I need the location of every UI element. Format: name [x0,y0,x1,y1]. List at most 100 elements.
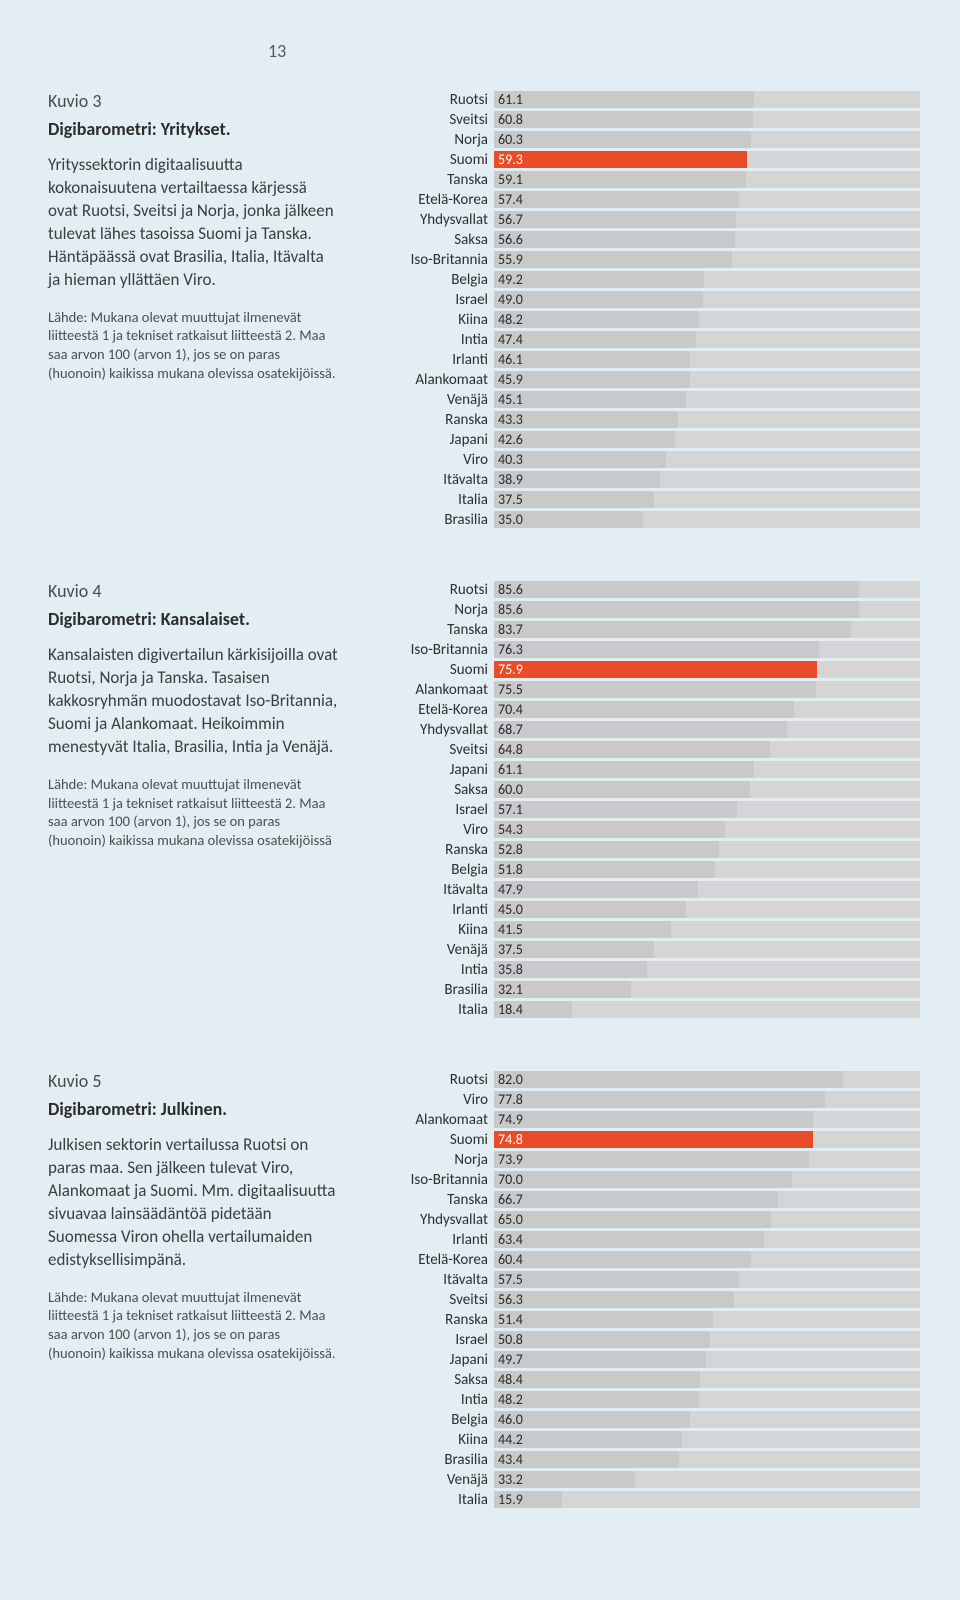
bar-value: 60.3 [498,131,523,148]
chart-row: Ruotsi82.0 [368,1070,920,1089]
row-label: Etelä-Korea [368,701,494,719]
figure-description: Kansalaisten digivertailun kärkisijoilla… [48,644,338,759]
bar-value: 61.1 [498,761,523,778]
chart-row: Kiina41.5 [368,920,920,939]
bar-value: 41.5 [498,921,523,938]
row-label: Belgia [368,861,494,879]
bar-value: 33.2 [498,1471,523,1488]
chart-row: Irlanti46.1 [368,350,920,369]
chart-row: Belgia46.0 [368,1410,920,1429]
bar-value: 49.0 [498,291,523,308]
row-label: Yhdysvallat [368,1211,494,1229]
bar [494,1191,778,1208]
row-label: Ranska [368,1311,494,1329]
bar [494,721,787,738]
row-label: Ranska [368,411,494,429]
bar-value: 56.6 [498,231,523,248]
bar-wrap: 56.6 [494,231,920,248]
bar-wrap: 82.0 [494,1071,920,1088]
chart-row: Etelä-Korea60.4 [368,1250,920,1269]
chart-row: Alankomaat74.9 [368,1110,920,1129]
bar-wrap: 60.4 [494,1251,920,1268]
bar-value: 43.3 [498,411,523,428]
bar-highlight [494,661,817,678]
row-label: Viro [368,451,494,469]
bar-value: 56.7 [498,211,523,228]
bar-value: 57.5 [498,1271,523,1288]
bar [494,1291,734,1308]
bar [494,1331,710,1348]
bar [494,881,698,898]
bar-wrap: 61.1 [494,761,920,778]
bar-wrap: 70.0 [494,1171,920,1188]
bar-value: 44.2 [498,1431,523,1448]
chart-row: Ranska51.4 [368,1310,920,1329]
row-label: Suomi [368,661,494,679]
row-label: Alankomaat [368,1111,494,1129]
row-label: Etelä-Korea [368,1251,494,1269]
bar-wrap: 57.1 [494,801,920,818]
bar-wrap: 43.3 [494,411,920,428]
bar-value: 52.8 [498,841,523,858]
chart-row: Itävalta47.9 [368,880,920,899]
bar-value: 48.2 [498,311,523,328]
chart-row: Brasilia35.0 [368,510,920,529]
row-label: Belgia [368,271,494,289]
chart-row: Yhdysvallat56.7 [368,210,920,229]
bar [494,741,770,758]
bar-value: 60.0 [498,781,523,798]
bar-wrap: 83.7 [494,621,920,638]
bar-wrap: 45.1 [494,391,920,408]
chart-row: Viro77.8 [368,1090,920,1109]
bar [494,1411,690,1428]
bar-wrap: 77.8 [494,1091,920,1108]
bar-wrap: 51.4 [494,1311,920,1328]
row-label: Irlanti [368,901,494,919]
bar [494,231,735,248]
chart-row: Belgia51.8 [368,860,920,879]
bar [494,111,753,128]
row-label: Italia [368,1001,494,1019]
bar [494,171,746,188]
row-label: Ruotsi [368,1071,494,1089]
row-label: Tanska [368,171,494,189]
bar-wrap: 33.2 [494,1471,920,1488]
bar-wrap: 54.3 [494,821,920,838]
bar-chart: Ruotsi85.6Norja85.6Tanska83.7Iso-Britann… [368,580,920,1019]
row-label: Iso-Britannia [368,251,494,269]
bar-value: 45.0 [498,901,523,918]
chart-row: Ranska43.3 [368,410,920,429]
row-label: Brasilia [368,981,494,999]
row-label: Belgia [368,1411,494,1429]
chart-row: Tanska59.1 [368,170,920,189]
chart-row: Brasilia32.1 [368,980,920,999]
bar-wrap: 50.8 [494,1331,920,1348]
bar-wrap: 18.4 [494,1001,920,1018]
bar [494,331,696,348]
chart-row: Intia48.2 [368,1390,920,1409]
bar-highlight [494,1131,813,1148]
bar-wrap: 63.4 [494,1231,920,1248]
figure-description: Julkisen sektorin vertailussa Ruotsi on … [48,1134,338,1272]
text-column: Kuvio 4Digibarometri: Kansalaiset.Kansal… [48,580,368,850]
bar-value: 65.0 [498,1211,523,1228]
bar-wrap: 57.4 [494,191,920,208]
chart-row: Iso-Britannia76.3 [368,640,920,659]
bar-value: 56.3 [498,1291,523,1308]
row-label: Kiina [368,311,494,329]
bar-wrap: 49.2 [494,271,920,288]
bar-wrap: 48.2 [494,311,920,328]
bar-value: 51.8 [498,861,523,878]
bar [494,1371,700,1388]
figure-number: Kuvio 3 [48,90,338,112]
bar-wrap: 74.9 [494,1111,920,1128]
chart-column: Ruotsi61.1Sveitsi60.8Norja60.3Suomi59.3T… [368,90,920,530]
bar-value: 48.2 [498,1391,523,1408]
chart-row: Italia15.9 [368,1490,920,1509]
row-label: Israel [368,291,494,309]
row-label: Alankomaat [368,681,494,699]
row-label: Kiina [368,921,494,939]
bar-chart: Ruotsi82.0Viro77.8Alankomaat74.9Suomi74.… [368,1070,920,1509]
row-label: Sveitsi [368,1291,494,1309]
bar [494,271,704,288]
